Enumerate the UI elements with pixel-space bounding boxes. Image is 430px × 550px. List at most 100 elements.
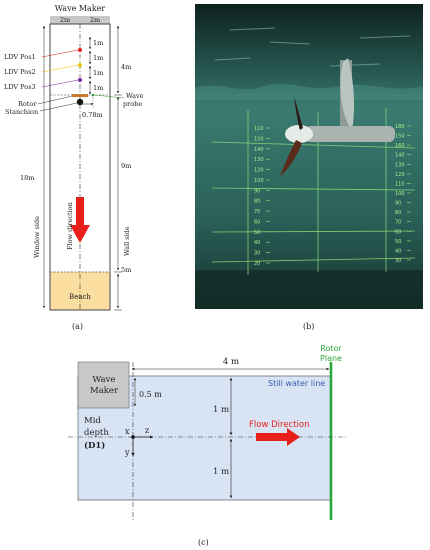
x-axis-label: x: [125, 427, 130, 436]
panel-b-caption: (b): [303, 322, 314, 331]
rotor-leader: [37, 95, 73, 105]
scale-label: 70: [395, 220, 401, 226]
ldv-pos1-leader: [41, 49, 79, 58]
scale-label: 110: [254, 126, 264, 132]
scale-label: 50: [395, 239, 401, 245]
left-depth-scale: 110 150 140 130 120 100 90 80 70 60 50 40 30 20: [254, 126, 270, 267]
wave-probe-marker: [91, 93, 95, 97]
spacing-1m-b: 1m: [93, 54, 103, 62]
scale-label: 90: [254, 188, 260, 194]
wave-probe-label-1: Wave: [126, 92, 144, 100]
nacelle: [305, 126, 395, 142]
mid-depth-label-1: Mid: [84, 416, 101, 426]
dim-5m-label: 5m: [121, 266, 131, 274]
wave-maker-label: Wave Maker: [55, 4, 106, 13]
width-left-label: 2m: [60, 16, 70, 24]
scale-label: 60: [395, 229, 401, 235]
dim-4m-label: 4m: [121, 63, 131, 71]
wave-maker-bar: [50, 16, 110, 24]
ldv-pos3-marker: [78, 78, 82, 82]
scale-label: 140: [254, 147, 264, 153]
dim-1m-bottom-label: 1 m: [213, 467, 229, 477]
wall-side-label: Wall side: [123, 226, 131, 256]
scale-label: 90: [395, 201, 401, 207]
z-axis-label: z: [145, 426, 149, 435]
scale-label: 40: [254, 240, 260, 246]
rotor-blade-upper: [340, 58, 355, 130]
scale-label: 160: [395, 143, 405, 149]
wave-maker-label-2: Maker: [90, 386, 119, 396]
flow-arrow-head: [70, 225, 90, 243]
dim-half-m-label: 0.5 m: [139, 390, 162, 399]
scale-label: 50: [254, 230, 260, 236]
rotor-blade-side: [294, 96, 303, 130]
scale-label: 30: [254, 251, 260, 257]
scale-label: 80: [254, 199, 260, 205]
flow-direction-label-c: Flow Direction: [249, 420, 310, 430]
rotor-plane-label-2: Plane: [320, 354, 342, 363]
ldv-pos2-marker: [78, 63, 82, 67]
flow-arrow-shaft: [76, 197, 84, 227]
y-axis-label: y: [124, 448, 130, 457]
water-surface-ripples: [195, 83, 423, 100]
panel-b: 110 150 140 130 120 100 90 80 70 60 50 40 30 20 180 15…: [195, 4, 423, 331]
scale-label: 100: [254, 178, 264, 184]
scale-label: 20: [254, 261, 260, 267]
panel-a-caption: (a): [72, 322, 83, 331]
flow-arrow-c-head: [287, 428, 300, 446]
rotor-plane-label-1: Rotor: [320, 344, 342, 353]
scale-label: 180: [395, 124, 405, 130]
rotor-disc: [72, 94, 88, 97]
scale-label: 120: [395, 172, 405, 178]
panel-a: Wave Maker 2m 2m Beach LDV Pos1 LDV Pos2…: [4, 4, 144, 331]
nose-cone: [285, 125, 313, 143]
dim-18m-label: 18m: [20, 174, 34, 182]
mid-depth-label-3: (D1): [84, 440, 105, 451]
scale-label: 110: [395, 181, 405, 187]
window-side-label: Window side: [33, 216, 41, 258]
wave-probe-leader: [93, 94, 125, 99]
ldv-pos3-label: LDV Pos3: [4, 83, 36, 91]
scale-label: 150: [254, 136, 264, 142]
wave-maker-box: [77, 361, 130, 409]
spacing-1m-d: 1m: [93, 84, 103, 92]
wave-probe-label-2: probe: [123, 100, 142, 108]
scale-label: 70: [254, 209, 260, 215]
scale-label: 40: [395, 248, 401, 254]
ldv-pos2-label: LDV Pos2: [4, 68, 36, 76]
scale-label: 60: [254, 220, 260, 226]
rotor-label: Rotor: [18, 100, 37, 108]
rotor-blade-lower: [280, 140, 302, 176]
dim-1m-top-label: 1 m: [213, 405, 229, 415]
mid-depth-label-2: depth: [84, 428, 109, 438]
still-water-label: Still water line: [268, 379, 325, 388]
panel-c: Wave Maker Rotor Plane 4 m 0.5 m Still w…: [68, 344, 346, 547]
ldv-pos1-marker: [78, 48, 82, 52]
stanchion-label: Stanchion: [5, 108, 38, 116]
water-surface-band: [195, 4, 423, 94]
dim-9m-label: 9m: [121, 162, 131, 170]
water-surface-glints: [214, 27, 411, 67]
flow-direction-label: Flow direction: [66, 202, 74, 250]
tank-floor: [195, 270, 423, 309]
right-depth-scale: 180 150 160 140 130 120 110 100 90 80 70 60 50 40 30: [395, 124, 411, 264]
scale-label: 140: [395, 153, 405, 159]
scale-label: 130: [395, 162, 405, 168]
ldv-pos3-leader: [41, 79, 79, 88]
right-dims: [114, 25, 122, 311]
dim-4m-label-c: 4 m: [223, 357, 239, 367]
stanchion-leader: [39, 102, 78, 112]
scale-label: 130: [254, 157, 264, 163]
ldv-pos1-label: LDV Pos1: [4, 53, 36, 61]
scale-label: 100: [395, 191, 405, 197]
scale-label: 150: [395, 134, 405, 140]
scale-label: 120: [254, 168, 264, 174]
width-right-label: 2m: [90, 16, 100, 24]
spacing-1m-c: 1m: [93, 69, 103, 77]
flow-arrow-c-shaft: [256, 433, 288, 441]
panel-c-caption: (c): [198, 538, 209, 547]
scale-label: 80: [395, 210, 401, 216]
spacing-1m-a: 1m: [93, 39, 103, 47]
offset-label: 0.78m: [82, 111, 103, 119]
scale-label: 30: [395, 258, 401, 264]
